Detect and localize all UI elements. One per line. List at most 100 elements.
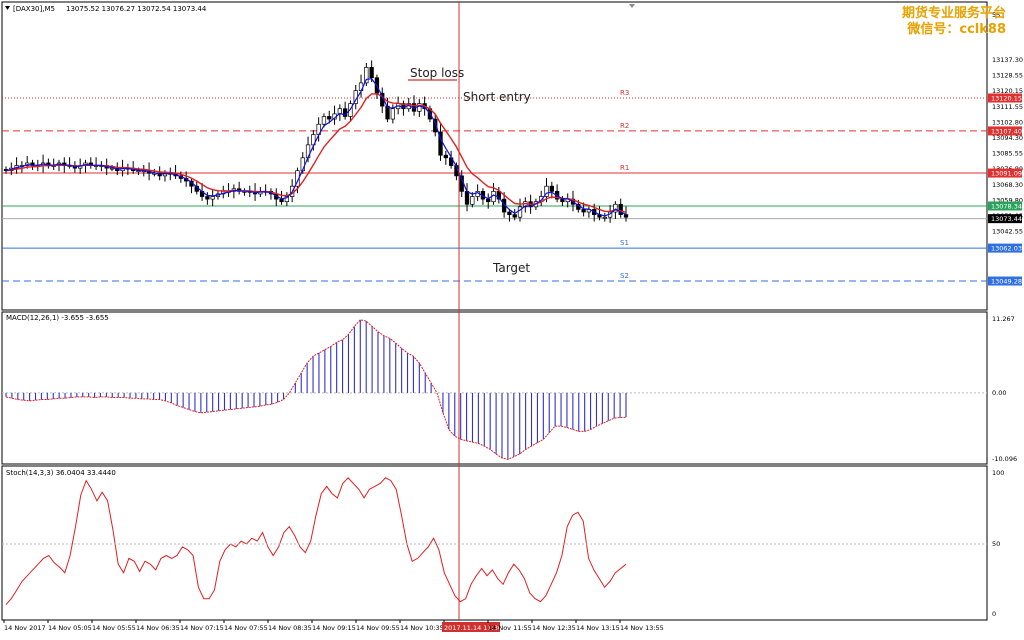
price-tick: 13111.55 xyxy=(992,103,1023,111)
price-tag-text: 13078.34 xyxy=(991,202,1022,210)
short-entry-label: Short entry xyxy=(463,90,531,104)
time-label: 14 Nov 13:55 xyxy=(620,624,664,632)
candle-body xyxy=(544,185,549,197)
stoch-tick: 50 xyxy=(992,540,1000,548)
price-tick: 13102.80 xyxy=(992,118,1023,126)
time-label: 14 Nov 09:15 xyxy=(312,624,356,632)
pivot-levels: R3 R2 R1 S1 S2 xyxy=(2,89,987,282)
level-label: S2 xyxy=(620,272,629,280)
price-tag xyxy=(988,243,1022,253)
candle-body xyxy=(443,154,448,159)
time-axis: 14 Nov 2017 14 Nov 05:05 14 Nov 05:55 14 No… xyxy=(3,620,664,632)
symbol-menu-icon[interactable] xyxy=(5,6,10,10)
price-tag-text: 13107.40 xyxy=(991,127,1022,135)
level-label: R3 xyxy=(620,89,629,97)
price-tag-text: 13062.03 xyxy=(991,245,1022,253)
stoch-panel[interactable] xyxy=(1,465,988,621)
candle-body xyxy=(438,131,443,156)
candle-body xyxy=(613,203,618,213)
price-tick: 55 xyxy=(992,11,1000,19)
time-label: 14 Nov 12:35 xyxy=(532,624,576,632)
price-tag xyxy=(988,93,1022,103)
price-tag-text: 13049.28 xyxy=(991,278,1022,286)
candle-body xyxy=(507,211,512,215)
fast-moving-average xyxy=(5,77,627,217)
candle-body xyxy=(602,216,607,219)
time-label: 2017.11.14 11:30 xyxy=(444,624,502,632)
candle-body xyxy=(464,191,470,205)
price-axis: 55 13137.30 13128.55 13120.15 13111.55 13102.… xyxy=(988,11,1023,286)
time-label: 14 Nov 07:55 xyxy=(224,624,268,632)
time-label: 14 Nov 10:35 xyxy=(400,624,444,632)
candle-body xyxy=(210,196,215,200)
candle-body xyxy=(385,105,390,120)
price-panel[interactable] xyxy=(1,1,988,311)
candle-body xyxy=(623,214,629,218)
candle-body xyxy=(512,214,517,218)
chevron-down-icon[interactable] xyxy=(629,4,635,8)
stoch-title: Stoch(14,3,3) 36.0404 33.4440 xyxy=(6,469,116,477)
candle-body xyxy=(152,172,157,175)
macd-histogram xyxy=(2,319,987,460)
time-label: 14 Nov 07:15 xyxy=(180,624,224,632)
price-tag xyxy=(988,276,1022,286)
price-tag xyxy=(988,168,1022,178)
time-label: 14 Nov 05:55 xyxy=(92,624,136,632)
watermark-line2: 微信号：cclk88 xyxy=(907,22,1006,37)
time-label: 14 Nov 13:15 xyxy=(576,624,620,632)
price-tag xyxy=(988,126,1022,136)
price-tick: 13042.55 xyxy=(992,228,1023,236)
candle-body xyxy=(517,206,523,218)
price-tag-text: 13091.09 xyxy=(991,170,1022,178)
candle-body xyxy=(560,198,565,203)
candle-body xyxy=(279,198,284,203)
price-tick: 13094.30 xyxy=(992,134,1023,142)
candle-body xyxy=(321,116,327,125)
price-tag xyxy=(988,214,1022,224)
macd-tick: 0.00 xyxy=(992,389,1006,397)
symbol-label: [DAX30],M5 xyxy=(13,5,55,13)
stoch-tick: 100 xyxy=(992,469,1004,477)
price-tick: 13059.80 xyxy=(992,196,1023,204)
price-tick: 13128.55 xyxy=(992,72,1023,80)
stoch-axis: 100 50 0 xyxy=(2,469,1004,618)
stoch-tick: 0 xyxy=(992,610,996,618)
candle-body xyxy=(486,198,491,203)
time-label: 14 Nov 2017 xyxy=(4,624,46,632)
candle-body xyxy=(581,209,586,213)
time-highlight xyxy=(442,622,500,632)
time-label: 14 Nov 05:05 xyxy=(48,624,92,632)
target-label: Target xyxy=(492,261,530,275)
candle-body xyxy=(327,116,332,120)
level-label: S1 xyxy=(620,239,629,247)
level-label: R1 xyxy=(620,164,629,172)
time-label: 14 Nov 09:55 xyxy=(356,624,400,632)
stop-loss-label: Stop loss xyxy=(410,66,464,80)
time-label: 14 Nov 06:35 xyxy=(136,624,180,632)
macd-axis: 11.267 0.00 -10.096 xyxy=(992,315,1017,463)
price-tick: 13068.30 xyxy=(992,181,1023,189)
price-tag xyxy=(988,201,1022,211)
candle-body xyxy=(284,196,290,203)
price-tick: 13137.30 xyxy=(992,56,1023,64)
macd-tick: 11.267 xyxy=(992,315,1015,323)
macd-panel[interactable] xyxy=(1,311,988,465)
candle-body xyxy=(496,191,501,200)
candle-body xyxy=(205,196,210,200)
slow-moving-average xyxy=(5,93,627,213)
candle-body xyxy=(549,185,554,192)
candle-body xyxy=(618,203,623,215)
candle-body xyxy=(109,167,115,170)
candle-body xyxy=(136,170,141,173)
macd-tick: -10.096 xyxy=(992,455,1017,463)
watermark-line1: 期货专业服务平台 xyxy=(901,6,1006,21)
macd-signal-line xyxy=(5,319,627,460)
ohlc-label: 13075.52 13076.27 13072.54 13073.44 xyxy=(66,5,207,13)
time-label: 14 Nov 11:55 xyxy=(488,624,532,632)
candle-body xyxy=(369,67,374,79)
price-tick: 13120.15 xyxy=(992,87,1023,95)
candle-body xyxy=(470,196,475,205)
watermark: 期货专业服务平台 微信号：cclk88 xyxy=(902,6,1006,38)
macd-title: MACD(12,26,1) -3.655 -3.655 xyxy=(6,314,109,322)
